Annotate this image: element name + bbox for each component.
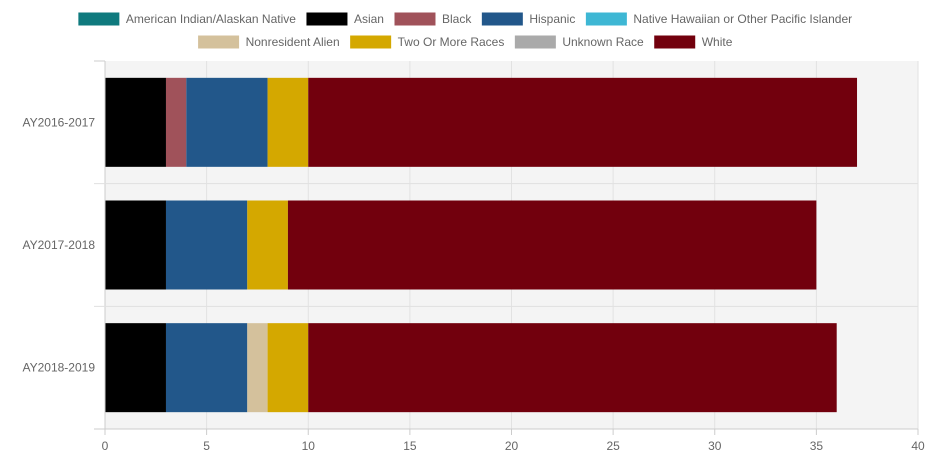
x-tick-label: 20	[505, 439, 519, 453]
legend-item-asian[interactable]: Asian	[305, 11, 384, 27]
legend-label: Native Hawaiian or Other Pacific Islande…	[633, 12, 852, 26]
x-tick-label: 40	[911, 439, 925, 453]
bar-asian-ay2018-2019[interactable]	[105, 323, 166, 413]
bar-nonresident-alien-ay2018-2019[interactable]	[247, 323, 268, 413]
y-tick-label: AY2016-2017	[22, 115, 95, 129]
legend-swatch	[513, 34, 557, 50]
legend-swatch	[584, 11, 628, 27]
y-tick-label: AY2017-2018	[22, 238, 95, 252]
x-tick-label: 25	[606, 439, 620, 453]
bar-hispanic-ay2016-2017[interactable]	[186, 77, 268, 167]
legend-label: Black	[442, 12, 472, 26]
legend-label: Unknown Race	[562, 35, 644, 49]
legend-swatch	[653, 34, 697, 50]
legend-label: Asian	[354, 12, 384, 26]
legend-swatch	[393, 11, 437, 27]
x-tick-label: 0	[102, 439, 109, 453]
bar-white-ay2016-2017[interactable]	[308, 77, 858, 167]
legend-label: American Indian/Alaskan Native	[126, 12, 296, 26]
legend-swatch	[305, 11, 349, 27]
bar-white-ay2018-2019[interactable]	[308, 323, 837, 413]
legend-item-hispanic[interactable]: Hispanic	[480, 11, 575, 27]
legend-swatch	[77, 11, 121, 27]
y-tick-label: AY2018-2019	[22, 361, 95, 375]
bar-two-or-more-races-ay2018-2019[interactable]	[267, 323, 309, 413]
legend-label: Two Or More Races	[398, 35, 505, 49]
bar-white-ay2017-2018[interactable]	[287, 200, 817, 290]
legend-swatch	[349, 34, 393, 50]
legend-item-unknown-race[interactable]: Unknown Race	[513, 34, 644, 50]
legend-swatch	[480, 11, 524, 27]
legend-label: White	[702, 35, 733, 49]
bar-asian-ay2017-2018[interactable]	[105, 200, 166, 290]
legend-item-american-indian-alaskan-native[interactable]: American Indian/Alaskan Native	[77, 11, 296, 27]
legend-swatch	[197, 34, 241, 50]
x-tick-label: 30	[708, 439, 722, 453]
x-tick-label: 5	[203, 439, 210, 453]
legend: American Indian/Alaskan Native Asian Black…	[77, 11, 852, 50]
legend-item-native-hawaiian-or-other-pacific-islander[interactable]: Native Hawaiian or Other Pacific Islande…	[584, 11, 852, 27]
bar-asian-ay2016-2017[interactable]	[105, 77, 166, 167]
x-tick-label: 35	[810, 439, 824, 453]
bar-hispanic-ay2018-2019[interactable]	[165, 323, 248, 413]
axes: AY2016-2017 AY2017-2018 AY2018-2019 0 5 10 15 2…	[22, 60, 925, 453]
bar-two-or-more-races-ay2017-2018[interactable]	[247, 200, 288, 290]
bar-black-ay2016-2017[interactable]	[165, 77, 187, 167]
legend-item-nonresident-alien[interactable]: Nonresident Alien	[197, 34, 340, 50]
legend-item-white[interactable]: White	[653, 34, 733, 50]
legend-item-two-or-more-races[interactable]: Two Or More Races	[349, 34, 505, 50]
bar-hispanic-ay2017-2018[interactable]	[165, 200, 248, 290]
bar-two-or-more-races-ay2016-2017[interactable]	[267, 77, 309, 167]
x-tick-label: 10	[302, 439, 316, 453]
legend-label: Hispanic	[529, 12, 575, 26]
x-tick-label: 15	[403, 439, 417, 453]
legend-label: Nonresident Alien	[246, 35, 340, 49]
bars	[105, 77, 858, 413]
legend-item-black[interactable]: Black	[393, 11, 472, 27]
